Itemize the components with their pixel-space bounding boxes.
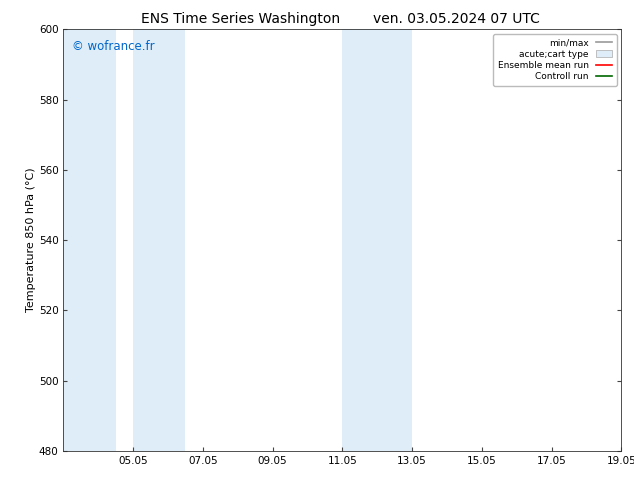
- Legend: min/max, acute;cart type, Ensemble mean run, Controll run: min/max, acute;cart type, Ensemble mean …: [493, 34, 617, 86]
- Text: © wofrance.fr: © wofrance.fr: [72, 40, 155, 53]
- Bar: [133, 29, 185, 451]
- Bar: [621, 29, 634, 451]
- Text: ven. 03.05.2024 07 UTC: ven. 03.05.2024 07 UTC: [373, 12, 540, 26]
- Text: ENS Time Series Washington: ENS Time Series Washington: [141, 12, 340, 26]
- Bar: [63, 29, 115, 451]
- Bar: [342, 29, 412, 451]
- Y-axis label: Temperature 850 hPa (°C): Temperature 850 hPa (°C): [26, 168, 36, 313]
